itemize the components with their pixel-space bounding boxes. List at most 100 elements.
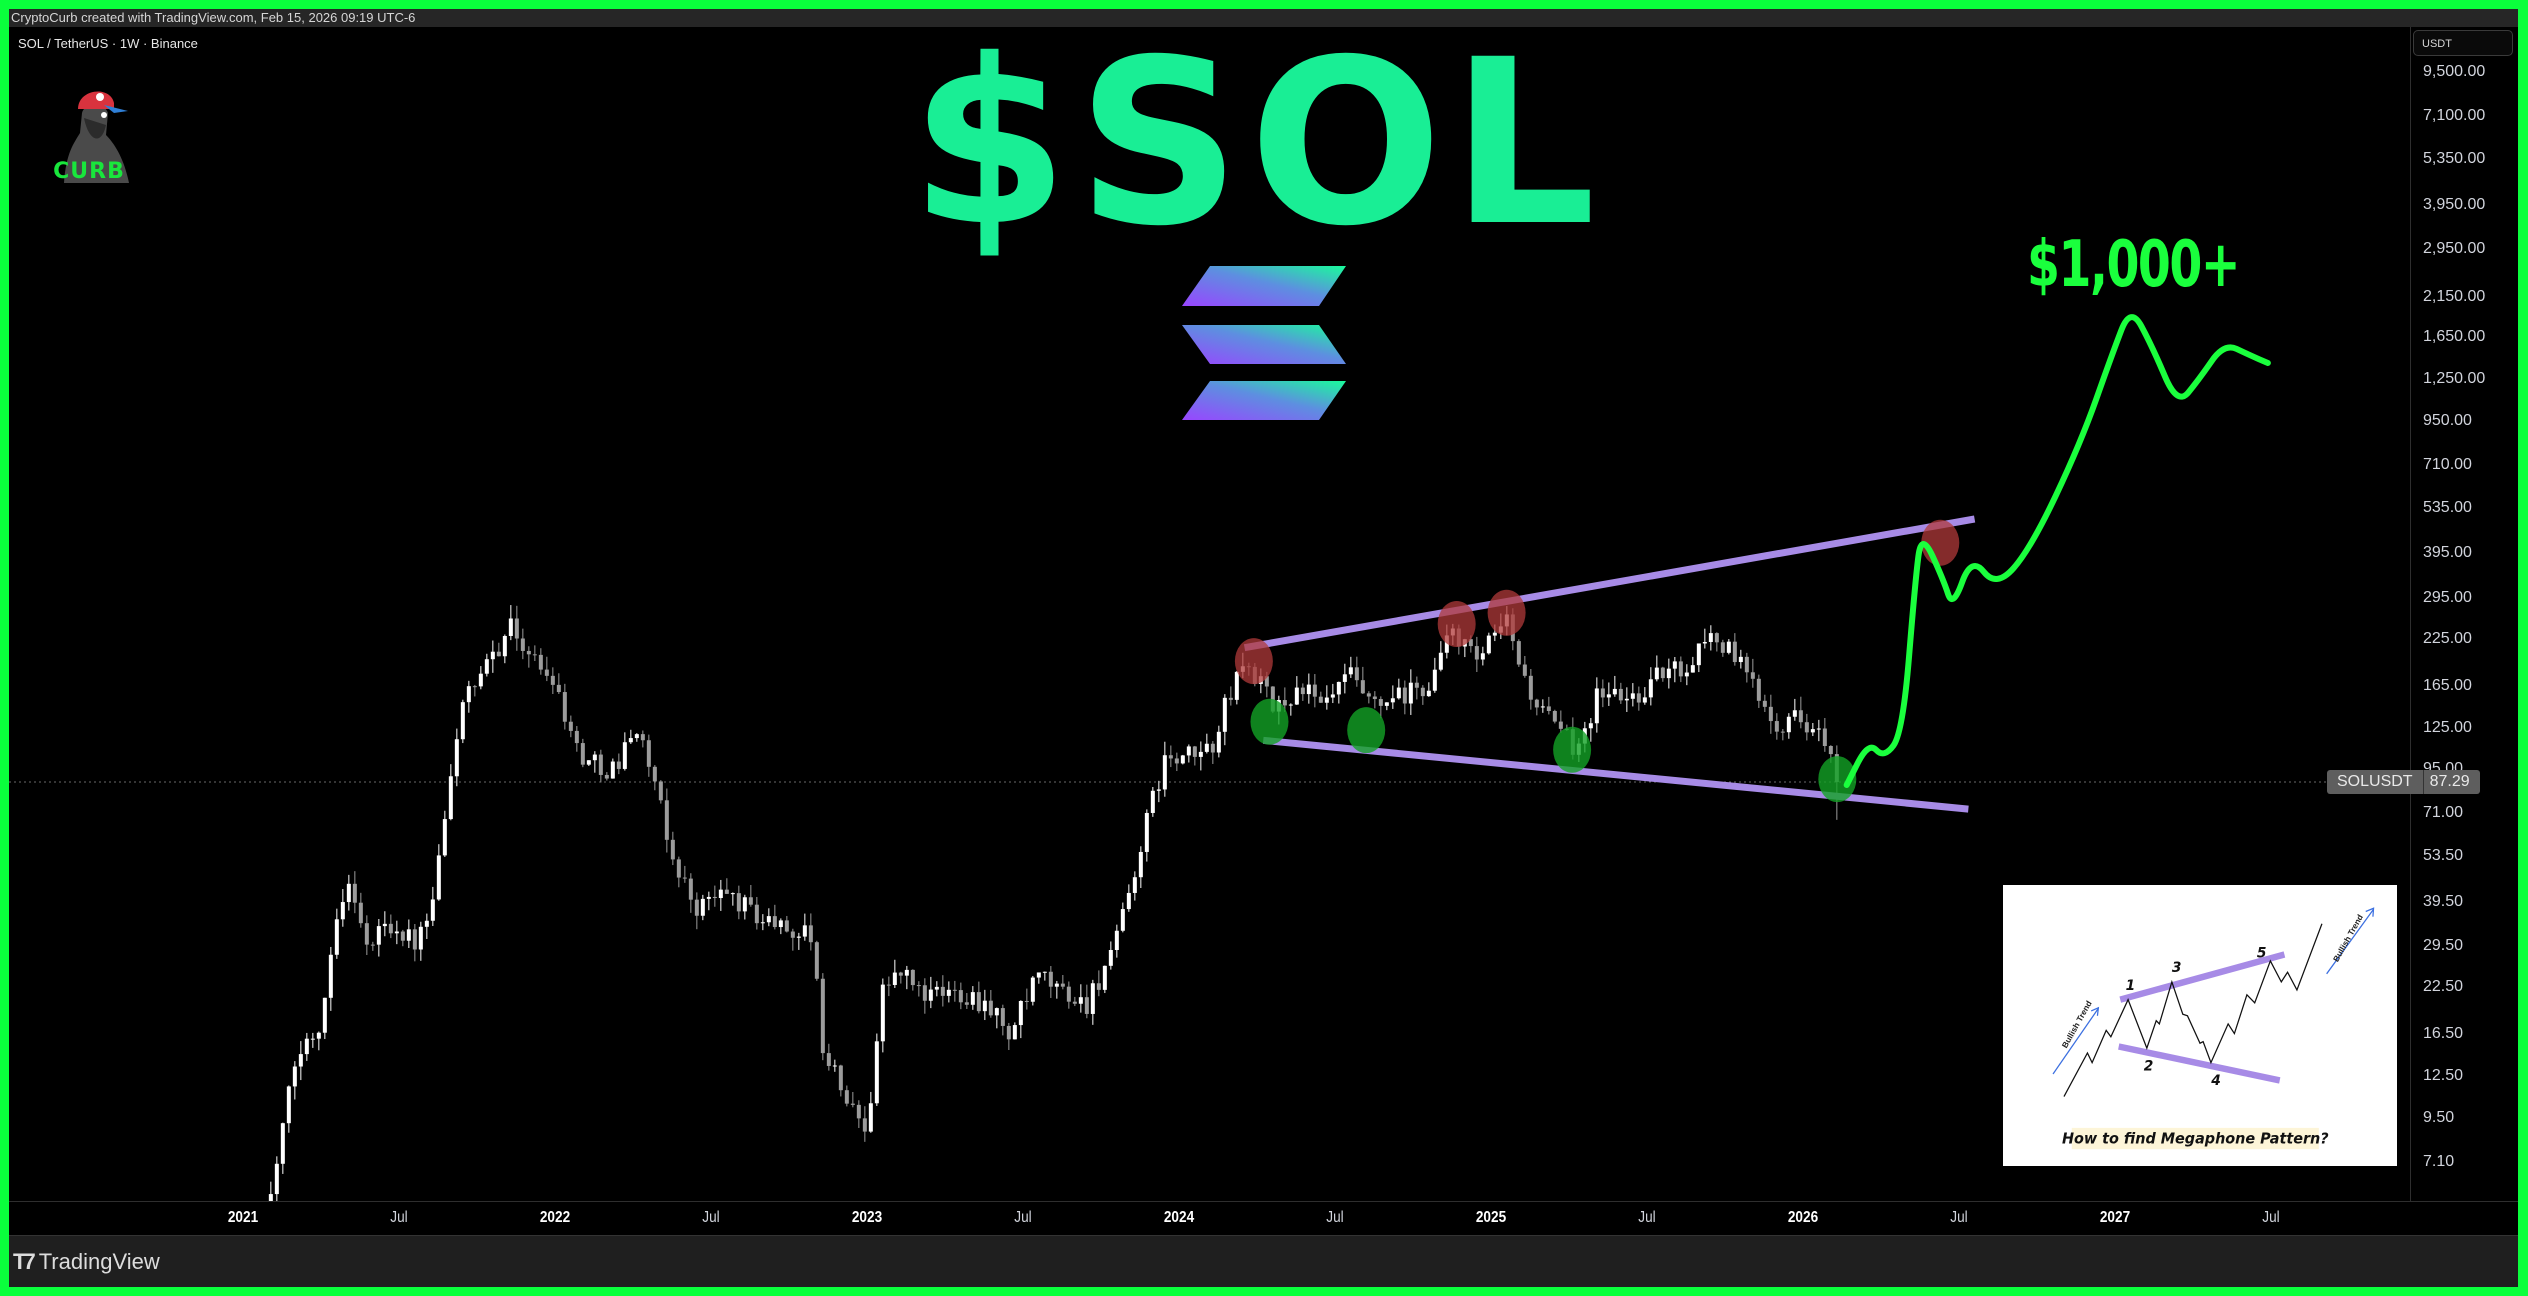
candle-body: [784, 920, 789, 932]
time-tick-label: Jul: [1950, 1209, 1968, 1226]
candle-body: [436, 855, 441, 900]
time-tick-label: 2021: [227, 1209, 259, 1226]
candle-body: [502, 635, 507, 657]
candle-body: [1312, 684, 1317, 697]
candle-body: [1054, 983, 1059, 987]
candle-body: [466, 686, 471, 703]
candle-body: [268, 1194, 273, 1201]
candle-body: [394, 931, 399, 934]
candle-body: [1084, 997, 1089, 1014]
candle-body: [976, 992, 981, 1012]
price-tick-label: 395.00: [2423, 544, 2472, 562]
candle-body: [418, 926, 423, 950]
candle-body: [352, 883, 357, 903]
candle-body: [508, 618, 513, 636]
time-tick-label: 2023: [851, 1209, 883, 1226]
candle-body: [874, 1041, 879, 1104]
candle-body: [496, 651, 501, 657]
price-tick-label: 1,650.00: [2423, 328, 2486, 346]
candle-body: [460, 702, 465, 740]
candle-body: [1768, 706, 1773, 722]
candle-body: [1030, 977, 1035, 1002]
footer-bar: [9, 1235, 2518, 1287]
solana-logo-bar-bottom: [1182, 381, 1346, 420]
price-tick-label: 9,500.00: [2423, 63, 2486, 80]
inset-lower-line: [2118, 1043, 2281, 1084]
candle-body: [328, 954, 333, 998]
candle-body: [1492, 632, 1497, 636]
price-tick-label: 12.50: [2423, 1067, 2464, 1085]
candle-body: [640, 734, 645, 741]
time-axis[interactable]: [9, 1201, 2518, 1236]
candle-body: [970, 992, 975, 1005]
candle-body: [1372, 696, 1377, 700]
candle-body: [1174, 758, 1179, 764]
candle-body: [730, 893, 735, 895]
candle-body: [598, 754, 603, 775]
candle-body: [994, 1008, 999, 1016]
candle-body: [934, 986, 939, 990]
candle-body: [580, 743, 585, 765]
price-axis[interactable]: [2410, 27, 2518, 1201]
candle-body: [1300, 687, 1305, 695]
candle-body: [1474, 646, 1479, 660]
solana-logo-icon: [1182, 266, 1346, 420]
candle-body: [1198, 751, 1203, 757]
candle-body: [1612, 688, 1617, 695]
candle-body: [298, 1054, 303, 1067]
candle-body: [754, 904, 759, 924]
symbol-info[interactable]: SOL / TetherUS · 1W · Binance: [18, 36, 198, 51]
candle-body: [1294, 687, 1299, 705]
candle-body: [670, 839, 675, 860]
inset-upper-line: [2119, 951, 2286, 1003]
candle-body: [1192, 746, 1197, 757]
price-tick-label: 53.50: [2423, 847, 2464, 865]
candle-body: [748, 897, 753, 905]
candle-body: [772, 916, 777, 928]
tradingview-brand[interactable]: T7 TradingView: [13, 1249, 160, 1275]
price-tick-label: 225.00: [2423, 629, 2472, 647]
candle-body: [376, 926, 381, 945]
resistance-touch-marker: [1437, 600, 1476, 647]
candle-body: [736, 893, 741, 912]
candle-body: [1024, 1000, 1029, 1002]
candle-body: [526, 650, 531, 655]
candle-body: [1480, 653, 1485, 660]
candle-body: [1264, 676, 1269, 687]
candle-body: [1708, 633, 1713, 642]
candle-body: [700, 898, 705, 916]
price-tick-label: 165.00: [2423, 676, 2472, 694]
candle-body: [1186, 746, 1191, 756]
inset-wave-2: 2: [2144, 1059, 2154, 1075]
price-tick-label: 2,950.00: [2423, 240, 2486, 258]
candle-body: [544, 669, 549, 676]
candle-body: [1072, 1001, 1077, 1004]
candle-body: [448, 776, 453, 820]
candle-body: [1558, 721, 1563, 729]
resistance-touch-marker: [1234, 638, 1273, 685]
candle-body: [1744, 656, 1749, 673]
candle-body: [766, 916, 771, 923]
inset-wave-5: 5: [2257, 945, 2267, 961]
candle-body: [826, 1053, 831, 1066]
candle-body: [1132, 877, 1137, 893]
candle-body: [1606, 694, 1611, 698]
candle-body: [1042, 971, 1047, 973]
candle-body: [1006, 1025, 1011, 1040]
price-chart[interactable]: [9, 9, 2518, 1287]
candle-body: [868, 1103, 873, 1132]
candle-body: [802, 925, 807, 937]
candle-body: [412, 929, 417, 950]
candle-body: [1486, 635, 1491, 654]
candle-body: [334, 919, 339, 955]
resistance-touch-marker: [1487, 589, 1526, 636]
candle-body: [682, 877, 687, 879]
candle-body: [1678, 661, 1683, 677]
candle-body: [1390, 698, 1395, 703]
candle-body: [1066, 986, 1071, 1002]
candle-body: [1090, 983, 1095, 1014]
candle-body: [1690, 665, 1695, 673]
currency-button[interactable]: USDT: [2413, 30, 2513, 56]
candle-body: [1204, 743, 1209, 752]
candle-body: [292, 1066, 297, 1087]
